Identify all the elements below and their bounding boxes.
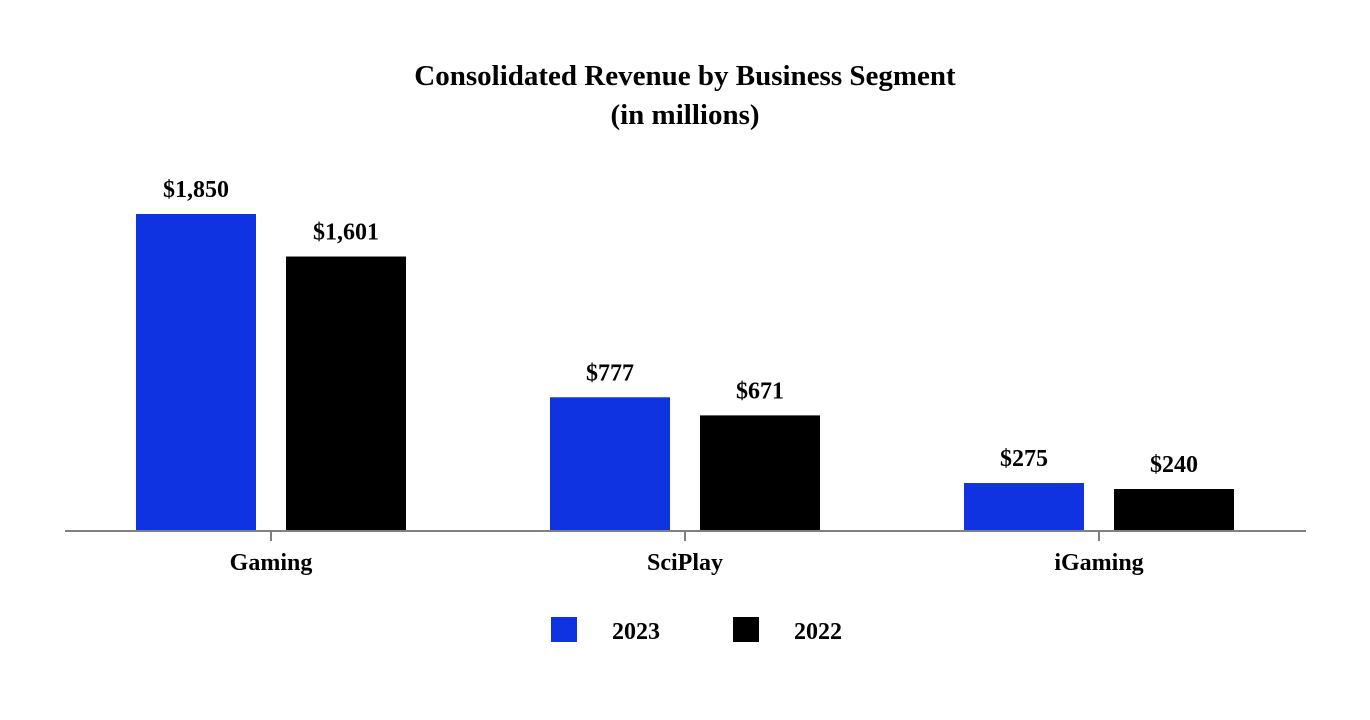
x-axis: Gaming SciPlay iGaming — [65, 530, 1306, 576]
bars-group: $1,850 $1,601 $777 $671 $275 $240 — [136, 177, 1234, 530]
legend-label-2023: 2023 — [612, 619, 660, 645]
legend: 2023 2022 — [551, 617, 842, 645]
data-label-2023-igaming: $275 — [1000, 446, 1048, 472]
data-label-2023-sciplay: $777 — [586, 360, 634, 386]
chart-title: Consolidated Revenue by Business Segment — [414, 60, 956, 92]
legend-swatch-2022 — [733, 617, 759, 642]
legend-label-2022: 2022 — [794, 619, 842, 645]
data-label-2023-gaming: $1,850 — [163, 177, 229, 203]
chart-subtitle: (in millions) — [610, 99, 759, 131]
x-tick-label-sciplay: SciPlay — [647, 550, 723, 576]
x-tick-label-gaming: Gaming — [230, 550, 313, 576]
bar-2023-gaming — [136, 214, 256, 530]
data-label-2022-sciplay: $671 — [736, 378, 784, 404]
data-label-2022-igaming: $240 — [1150, 452, 1198, 478]
bar-2022-sciplay — [700, 415, 820, 530]
bar-2022-gaming — [286, 256, 406, 530]
data-label-2022-gaming: $1,601 — [313, 220, 379, 246]
bar-2022-igaming — [1114, 489, 1234, 530]
x-tick-label-igaming: iGaming — [1054, 550, 1143, 576]
bar-2023-sciplay — [550, 397, 670, 530]
legend-swatch-2023 — [551, 617, 577, 642]
bar-2023-igaming — [964, 483, 1084, 530]
